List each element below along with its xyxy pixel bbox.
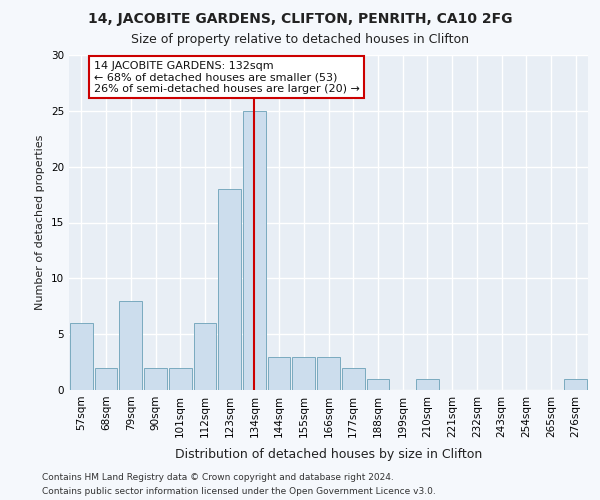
Bar	[218, 189, 241, 390]
Text: Contains HM Land Registry data © Crown copyright and database right 2024.: Contains HM Land Registry data © Crown c…	[42, 472, 394, 482]
Bar	[268, 356, 290, 390]
Bar	[119, 300, 142, 390]
Bar	[144, 368, 167, 390]
Bar	[416, 379, 439, 390]
Bar	[342, 368, 365, 390]
X-axis label: Distribution of detached houses by size in Clifton: Distribution of detached houses by size …	[175, 448, 482, 461]
Text: Contains public sector information licensed under the Open Government Licence v3: Contains public sector information licen…	[42, 488, 436, 496]
Text: 14, JACOBITE GARDENS, CLIFTON, PENRITH, CA10 2FG: 14, JACOBITE GARDENS, CLIFTON, PENRITH, …	[88, 12, 512, 26]
Y-axis label: Number of detached properties: Number of detached properties	[35, 135, 46, 310]
Bar	[243, 111, 266, 390]
Text: 14 JACOBITE GARDENS: 132sqm
← 68% of detached houses are smaller (53)
26% of sem: 14 JACOBITE GARDENS: 132sqm ← 68% of det…	[94, 60, 359, 94]
Bar	[317, 356, 340, 390]
Bar	[169, 368, 191, 390]
Bar	[292, 356, 315, 390]
Bar	[367, 379, 389, 390]
Text: Size of property relative to detached houses in Clifton: Size of property relative to detached ho…	[131, 32, 469, 46]
Bar	[194, 323, 216, 390]
Bar	[564, 379, 587, 390]
Bar	[70, 323, 93, 390]
Bar	[95, 368, 118, 390]
